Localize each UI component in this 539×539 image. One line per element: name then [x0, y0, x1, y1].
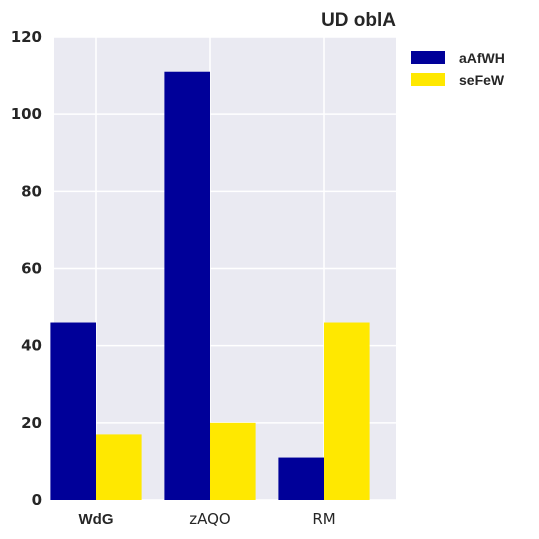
y-tick-label: 0 — [32, 491, 42, 509]
bar-seFeW-zAQO — [210, 422, 256, 500]
bar-seFeW-WdG — [96, 434, 142, 500]
legend: aAfWH seFeW — [411, 50, 505, 88]
y-tick-label: 80 — [21, 182, 42, 200]
legend-label: seFeW — [459, 72, 505, 88]
y-tick-label: 40 — [21, 337, 42, 355]
legend-label: aAfWH — [459, 50, 505, 66]
bar-aAfWH-RM — [278, 457, 324, 500]
legend-swatch — [411, 73, 445, 86]
y-tick-labels: 0 20 40 60 80 100 120 — [11, 28, 42, 509]
x-tick-label: zAQO — [189, 510, 230, 528]
legend-swatch — [411, 51, 445, 64]
bars — [50, 71, 370, 500]
bar-aAfWH-WdG — [50, 322, 96, 500]
y-tick-label: 120 — [11, 28, 42, 46]
y-tick-label: 60 — [21, 260, 42, 278]
y-tick-label: 20 — [21, 414, 42, 432]
bar-aAfWH-zAQO — [164, 71, 210, 500]
y-tick-label: 100 — [11, 105, 42, 123]
bar-seFeW-RM — [324, 322, 370, 500]
x-tick-label: WdG — [79, 511, 114, 528]
x-tick-labels: WdG zAQO RM — [79, 510, 336, 528]
x-tick-label: RM — [312, 510, 335, 528]
chart-title: UD oblA — [321, 10, 396, 31]
